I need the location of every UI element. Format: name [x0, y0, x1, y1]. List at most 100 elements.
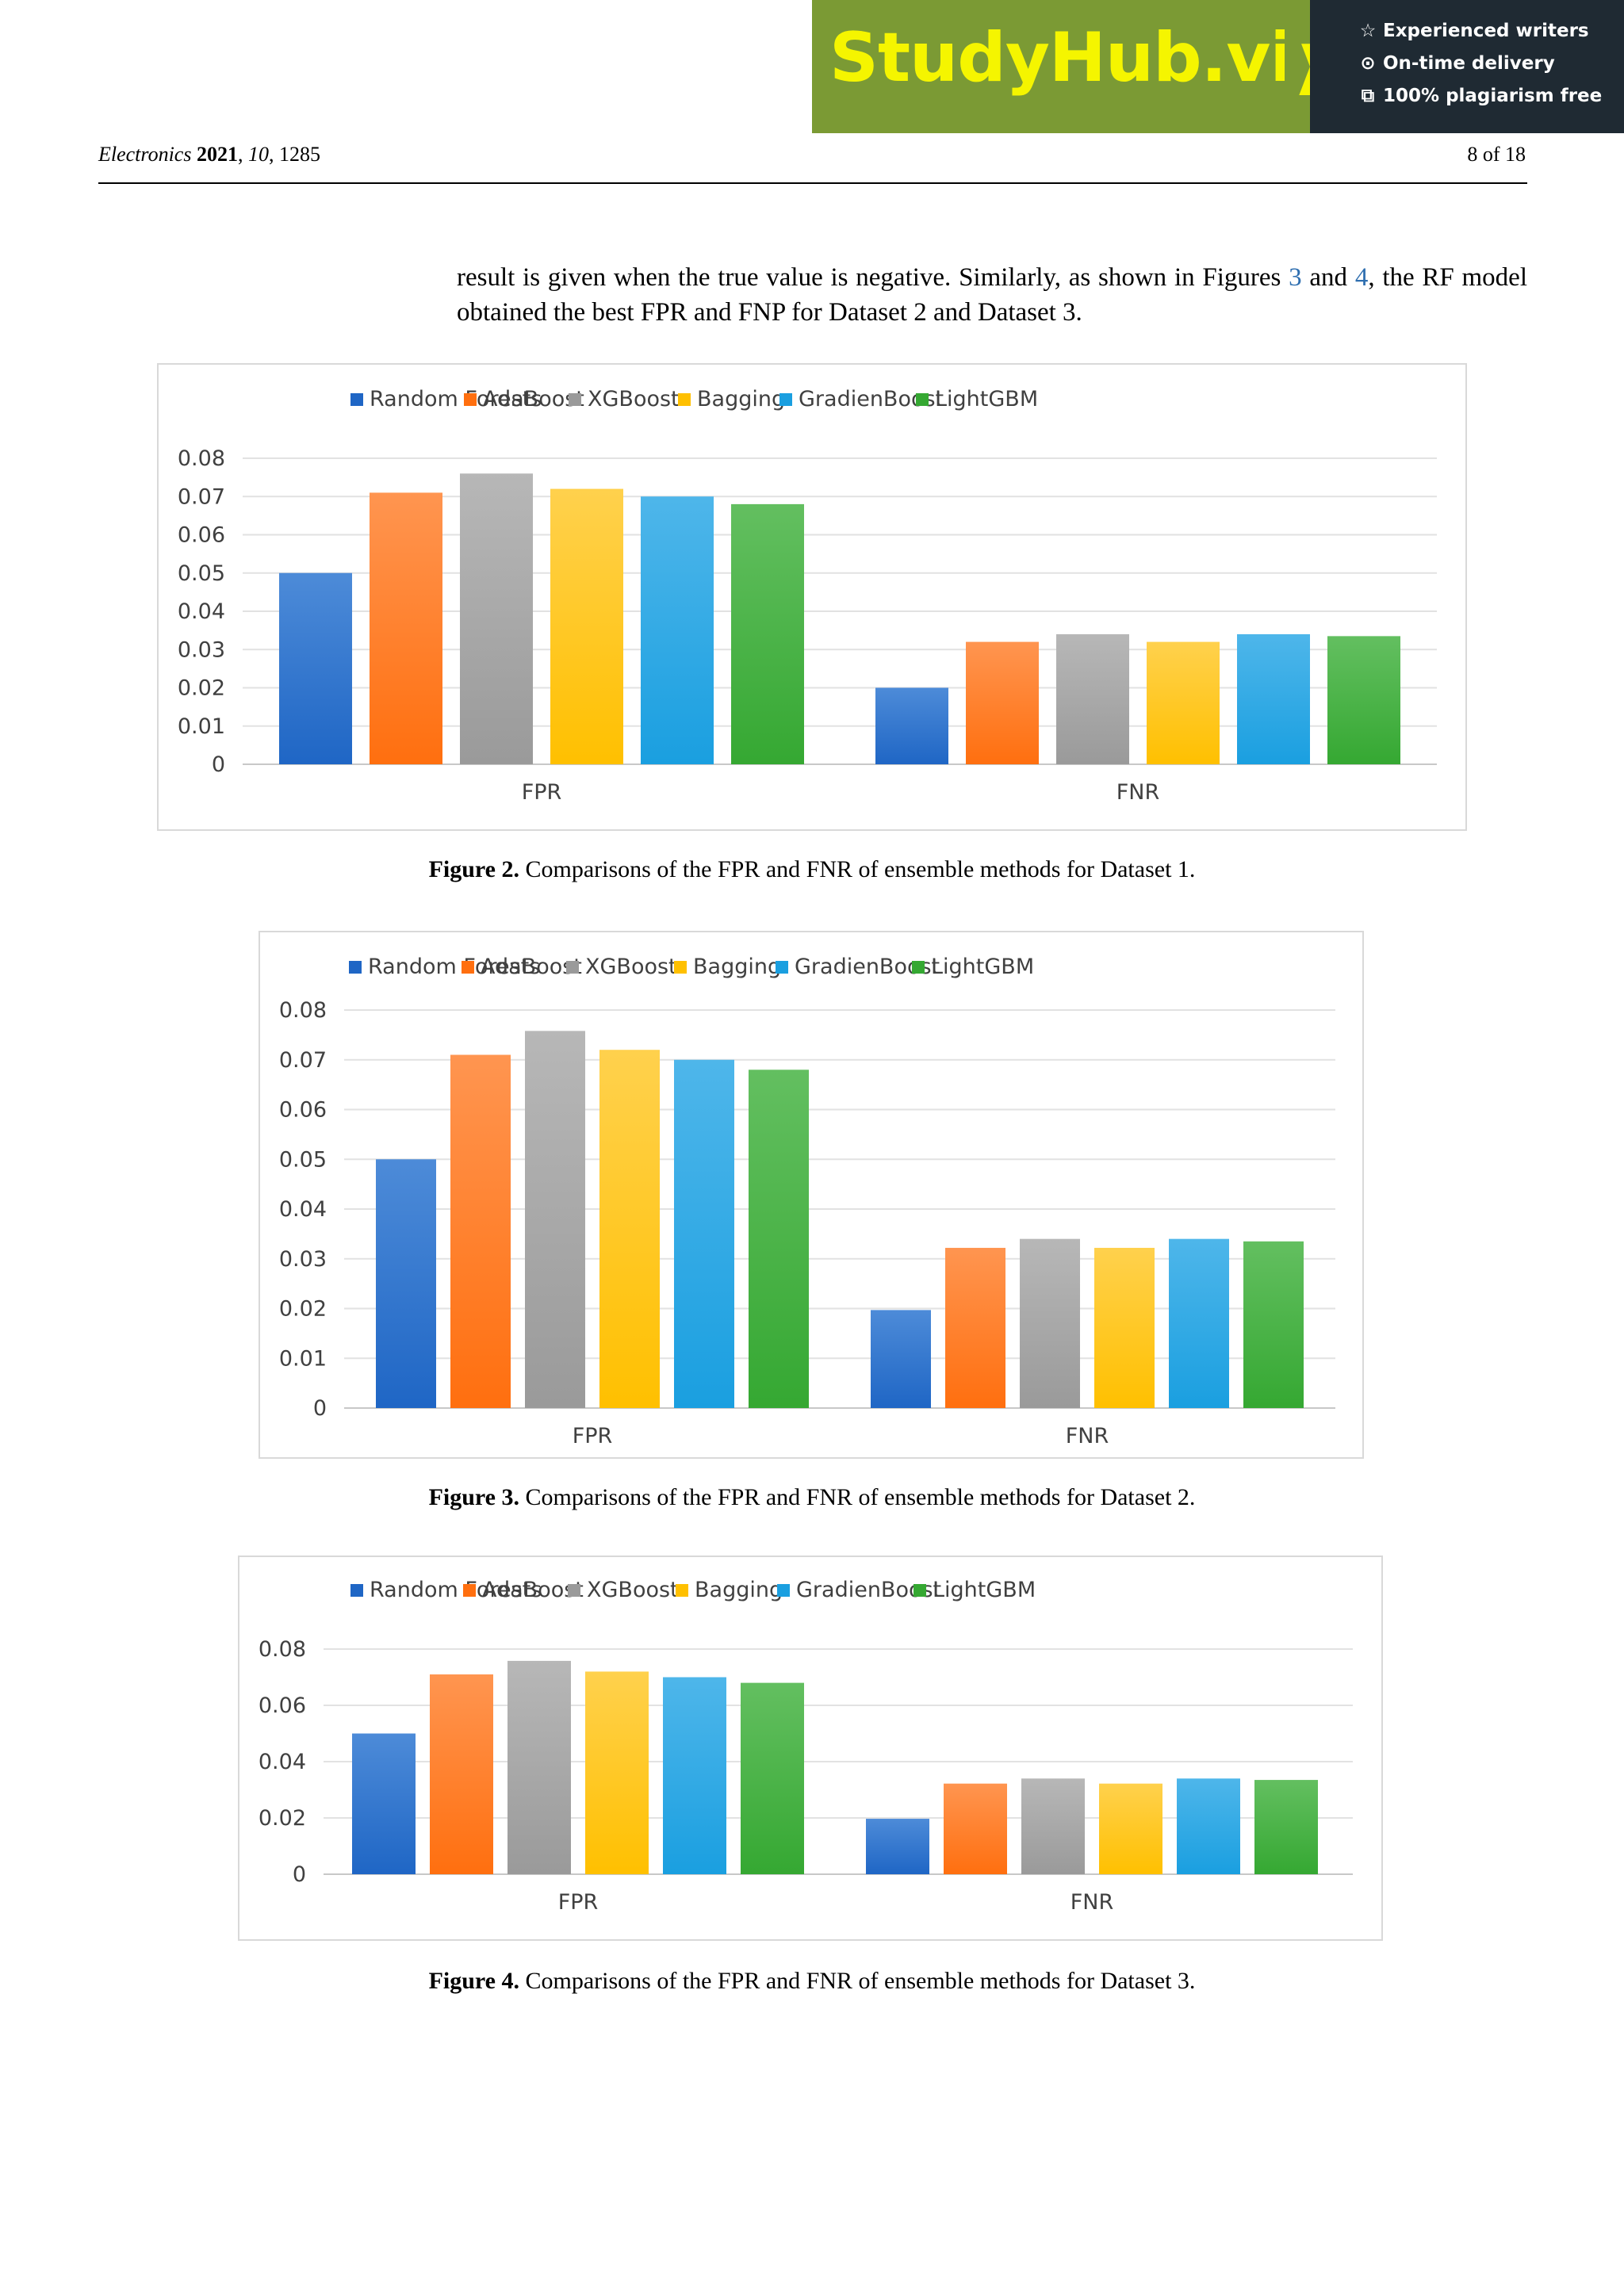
legend-swatch [349, 961, 362, 974]
bar [430, 1674, 493, 1874]
caption-label: Figure 3. [428, 1484, 519, 1510]
legend-label: AdaBoost [481, 955, 582, 979]
clock-icon: ⊙ [1360, 53, 1376, 74]
bar [525, 1031, 585, 1408]
figure-2-chart: 0 0.01 0.02 0.03 0.04 0.05 0.06 0.07 0.08 FPR FNR R… [157, 363, 1467, 831]
bar [352, 1733, 416, 1874]
y-tick-label: 0.06 [178, 523, 225, 548]
bar [1099, 1783, 1162, 1874]
body-text-span: , the RF model obtained the best FPR and… [457, 263, 1528, 327]
bar [460, 473, 533, 764]
legend-swatch [779, 393, 792, 406]
bar-chart: 0 0.01 0.02 0.03 0.04 0.05 0.06 0.07 0.08 FPR FNR R… [279, 955, 1335, 1448]
bar [370, 492, 442, 764]
y-tick-label: 0.06 [259, 1693, 306, 1718]
legend-swatch [776, 961, 788, 974]
legend-label: Random Forests [368, 955, 540, 979]
body-text-span: result is given when the true value is n… [457, 263, 1289, 292]
bar [450, 1054, 511, 1408]
legend-swatch [464, 393, 477, 406]
legend-swatch [569, 393, 581, 406]
figure-3-link[interactable]: 3 [1289, 263, 1302, 292]
legend-swatch [462, 961, 474, 974]
bar [376, 1159, 436, 1408]
legend-swatch [463, 1584, 476, 1597]
banner-feature: ⊙ On-time delivery [1358, 53, 1554, 74]
bar [875, 687, 948, 764]
bar [663, 1677, 726, 1874]
legend-label: Random Forests [370, 1578, 542, 1602]
figure-2-caption: Figure 2. Comparisons of the FPR and FNR… [0, 856, 1624, 883]
caption-label: Figure 2. [428, 856, 519, 882]
bar [1243, 1241, 1304, 1408]
y-tick-label: 0.02 [279, 1297, 327, 1322]
y-tick-label: 0 [293, 1862, 306, 1887]
legend-swatch [350, 393, 363, 406]
bar [1169, 1238, 1229, 1408]
legend-label: Bagging [695, 1578, 783, 1602]
caption-label: Figure 4. [428, 1968, 519, 1994]
running-head: Electronics 2021, 10, 1285 [98, 143, 320, 166]
y-tick-label: 0.07 [178, 484, 225, 509]
y-tick-label: 0.04 [279, 1197, 327, 1222]
x-category-label: FNR [1071, 1890, 1114, 1915]
bar [1237, 633, 1310, 764]
bar [674, 1059, 734, 1408]
bar [866, 1819, 929, 1874]
legend-swatch [350, 1584, 363, 1597]
banner-brand: StudyHub.vip [829, 18, 1341, 98]
figure-4-caption: Figure 4. Comparisons of the FPR and FNR… [0, 1968, 1624, 1995]
legend-swatch [566, 961, 579, 974]
legend-label: LightGBM [935, 387, 1038, 411]
legend-label: LightGBM [931, 955, 1034, 979]
journal-volume: 10 [247, 143, 269, 166]
article-number: , 1285 [268, 143, 320, 166]
caption-text: Comparisons of the FPR and FNR of ensemb… [519, 1968, 1196, 1994]
banner-brand-panel: StudyHub.vip [812, 0, 1341, 133]
legend-swatch [678, 393, 691, 406]
banner-feature-text: 100% plagiarism free [1383, 86, 1603, 106]
banner-features: ☆ Experienced writers ⊙ On-time delivery ⧉… [1310, 0, 1624, 133]
journal-year: 2021 [196, 143, 238, 166]
bar [871, 1310, 931, 1408]
legend-label: Bagging [697, 387, 785, 411]
bar [279, 572, 352, 764]
banner-notch [1285, 0, 1310, 133]
bar [966, 641, 1039, 764]
x-category-label: FPR [573, 1424, 613, 1448]
legend-label: Random Forests [370, 387, 542, 411]
y-tick-label: 0.07 [279, 1048, 327, 1073]
bar [1094, 1247, 1155, 1408]
bar [945, 1247, 1005, 1408]
y-tick-label: 0.01 [178, 714, 225, 739]
y-tick-label: 0.08 [259, 1637, 306, 1662]
figure-4-link[interactable]: 4 [1354, 263, 1369, 292]
bar [585, 1671, 649, 1874]
bar [599, 1050, 660, 1408]
legend-swatch [777, 1584, 790, 1597]
legend-swatch [914, 1584, 926, 1597]
legend-swatch [568, 1584, 580, 1597]
bar [1254, 1780, 1318, 1874]
bar [1327, 636, 1400, 764]
legend-label: LightGBM [933, 1578, 1036, 1602]
y-tick-label: 0 [212, 752, 225, 777]
y-tick-label: 0.05 [178, 561, 225, 586]
legend-label: AdaBoost [483, 387, 584, 411]
page-number: 8 of 18 [1467, 143, 1526, 166]
bar-chart: 0 0.02 0.04 0.06 0.08 FPR FNR Random ForestsAda… [259, 1578, 1353, 1915]
figure-3-caption: Figure 3. Comparisons of the FPR and FNR… [0, 1484, 1624, 1511]
x-category-label: FPR [522, 780, 562, 805]
bar [1056, 633, 1129, 764]
advert-banner[interactable]: StudyHub.vip ☆ Experienced writers ⊙ On-ti… [812, 0, 1624, 133]
bar [1021, 1778, 1085, 1874]
bar-chart: 0 0.01 0.02 0.03 0.04 0.05 0.06 0.07 0.08 FPR FNR R… [178, 387, 1437, 805]
header-rule [98, 182, 1527, 184]
bar [1177, 1778, 1240, 1874]
legend-swatch [912, 961, 925, 974]
y-tick-label: 0.02 [259, 1806, 306, 1831]
legend-label: XGBoost [585, 955, 677, 979]
x-category-label: FNR [1116, 780, 1160, 805]
caption-text: Comparisons of the FPR and FNR of ensemb… [519, 856, 1196, 882]
bar [641, 496, 714, 764]
